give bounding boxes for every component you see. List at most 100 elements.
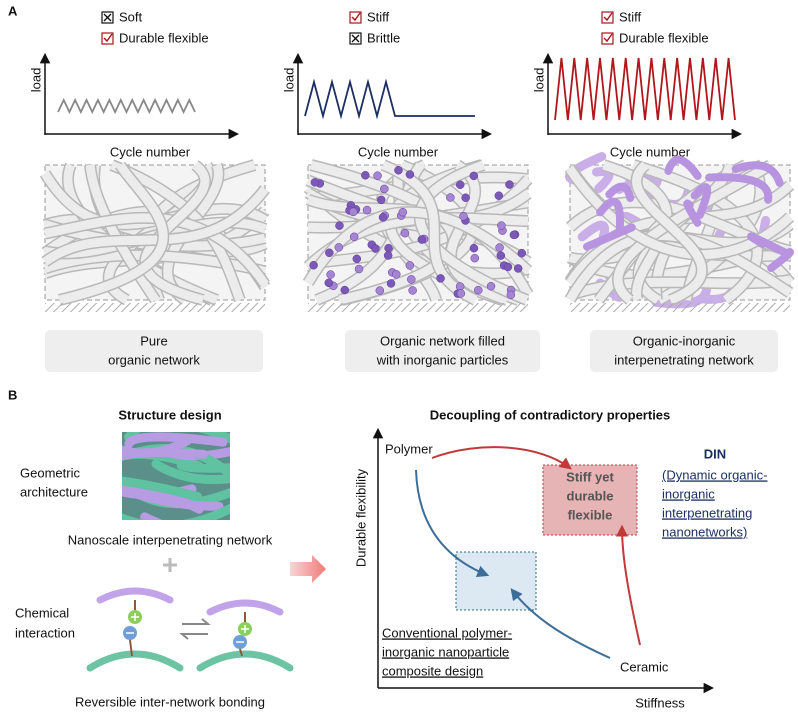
particle [455,180,465,190]
label: architecture [20,484,88,499]
fiber [58,162,168,305]
particle [392,270,401,279]
particle [398,207,408,217]
particle [349,232,359,242]
particle [354,264,364,274]
particle [384,243,393,253]
fiber [446,161,509,305]
equilibrium-arrows [179,618,211,640]
particle [494,191,504,200]
particle [334,243,344,252]
section-title: Structure design [118,407,221,422]
inorganic-fiber [704,173,773,204]
tube [122,476,202,501]
particle [506,290,516,300]
ground [45,303,265,312]
checkbox-checked [603,12,613,22]
inorganic-fiber [690,183,712,220]
green-chain [196,650,294,672]
x-axis-label: Cycle number [110,144,191,159]
caption: Organic network filled [380,333,505,348]
checkbox [601,11,614,24]
label: Stiff yet [566,469,614,484]
fiber [566,166,794,260]
label: DIN [704,446,726,461]
check-label: Stiff [619,9,642,24]
particle [407,275,416,284]
checkbox-crossed [351,34,360,43]
caption-box [590,330,778,372]
particle [405,170,415,179]
label: Conventional polymer- [382,625,512,640]
tube [124,432,228,449]
label: interpenetrating [662,505,752,520]
fiber [85,164,160,303]
checkbox [601,32,614,45]
network-image [39,159,271,312]
particle [309,260,318,270]
particle [459,211,468,221]
tube [151,459,230,485]
label: flexible [568,507,613,522]
load-curve [554,57,736,121]
fiber [310,160,458,305]
check-label: Durable flexible [119,30,209,45]
section-title: Decoupling of contradictory properties [430,407,671,422]
check-label: Brittle [367,30,400,45]
label: inorganic [662,486,715,501]
particle [378,213,388,222]
network-image [302,159,534,312]
checkbox [101,11,114,24]
particle [362,205,372,215]
particle [373,171,382,180]
y-axis-label: load [281,68,296,93]
label: durable [567,488,614,503]
fiber [42,186,269,266]
checkbox [101,32,114,45]
linker [129,639,133,657]
particle [380,184,389,194]
particle [325,248,334,258]
fiber [381,160,478,305]
x-axis-label: Cycle number [358,144,439,159]
tube [122,503,230,520]
structure-image [122,432,230,520]
particle [486,281,496,291]
inorganic-fiber [596,197,624,232]
inorganic-fiber [583,223,636,251]
inorganic-fiber [592,167,614,194]
caption-box [345,330,540,372]
particle [495,243,504,252]
particle [405,261,415,270]
curve [431,446,572,470]
label: Nanoscale interpenetrating network [68,532,273,547]
x-axis-label: Cycle number [610,144,691,159]
target-region [542,464,638,536]
particle [400,228,410,238]
label: interaction [15,625,75,640]
checkbox-checked [103,33,113,43]
particle [474,285,483,295]
plus-sign [241,625,249,633]
particle [371,244,380,253]
checkbox-checked [603,33,613,43]
panel-label: B [8,387,17,402]
particle [461,193,470,202]
y-axis-label: Durable flexibility [353,468,368,567]
tube [122,484,204,514]
particle [324,278,334,288]
curve [415,469,490,577]
particle [375,286,385,295]
particle [394,166,403,175]
inorganic-fiber [731,161,784,187]
particle [455,282,465,291]
check-label: Soft [119,9,143,24]
fiber [632,161,707,305]
network-image [564,151,795,312]
particle [408,286,417,295]
load-curve [304,78,475,120]
particle [446,193,455,202]
inorganic-fiber [605,182,635,202]
particle [349,207,358,217]
particle [326,270,335,279]
